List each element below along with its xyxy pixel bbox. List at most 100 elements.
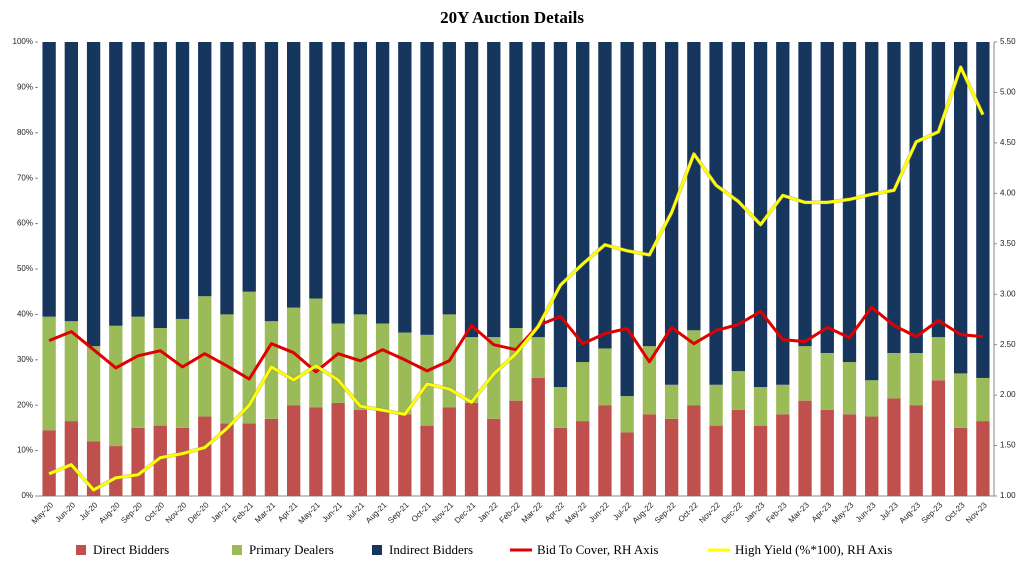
bar-segment xyxy=(820,409,834,496)
bar-segment xyxy=(820,352,834,410)
bar-segment xyxy=(398,332,412,415)
bar-segment xyxy=(576,42,590,363)
y-tick-label: 80% xyxy=(17,128,33,137)
line xyxy=(48,305,984,381)
bar-segment xyxy=(131,427,145,496)
legend-label: Bid To Cover, RH Axis xyxy=(537,542,658,557)
bar-segment xyxy=(976,421,990,496)
bar-segment xyxy=(931,42,946,338)
bar-segment xyxy=(86,42,101,347)
bar-segment xyxy=(198,416,212,496)
bar-segment xyxy=(353,409,368,496)
bar-segment xyxy=(931,380,946,496)
bar-segment xyxy=(242,291,256,424)
bar-segment xyxy=(131,316,145,428)
bar-segment xyxy=(598,405,612,496)
bar-segment xyxy=(865,416,879,496)
bar-segment xyxy=(709,42,723,385)
bar-segment xyxy=(798,400,812,496)
bar-segment xyxy=(42,42,56,317)
bar-segment xyxy=(109,446,123,496)
bar-segment xyxy=(375,409,390,496)
bar-segment xyxy=(531,337,545,378)
y-tick-label: 70% xyxy=(17,173,33,182)
bar-segment xyxy=(464,42,479,338)
bar-segment xyxy=(175,42,190,319)
y-tick-label: 40% xyxy=(17,310,33,319)
bar-segment xyxy=(509,42,523,329)
bar-segment xyxy=(909,352,923,406)
bar-segment xyxy=(620,432,634,496)
bar-segment xyxy=(398,414,412,496)
bar-segment xyxy=(887,42,901,353)
bar-segment xyxy=(953,373,968,428)
bar-segment xyxy=(887,398,901,496)
y2-tick-label: 5.50 xyxy=(1000,37,1016,46)
bar-segment xyxy=(42,316,56,431)
bar-segment xyxy=(220,314,234,424)
bar-segment xyxy=(598,42,612,349)
legend-swatch xyxy=(76,545,86,555)
y2-tick-label: 4.50 xyxy=(1000,138,1016,147)
bar-segment xyxy=(776,42,790,385)
bar-segment xyxy=(464,402,479,496)
legend-label: Direct Bidders xyxy=(93,542,169,557)
bar-segment xyxy=(709,384,723,426)
bar-segment xyxy=(553,387,568,428)
bar-segment xyxy=(576,362,590,422)
y-tick-label: 60% xyxy=(17,219,33,228)
bar-segment xyxy=(598,348,612,406)
bar-segment xyxy=(487,337,501,419)
y-tick-label: 50% xyxy=(17,264,33,273)
bar-segment xyxy=(64,42,79,322)
bar-segment xyxy=(531,42,545,338)
bar-segment xyxy=(687,405,701,496)
bar-segment xyxy=(664,384,679,419)
bar-segment xyxy=(620,396,634,433)
bar-segment xyxy=(86,346,101,442)
bar-segment xyxy=(753,387,768,426)
y2-tick-label: 2.50 xyxy=(1000,340,1016,349)
bar-segment xyxy=(309,298,323,408)
bar-segment xyxy=(776,414,790,496)
y-tick-label: 10% xyxy=(17,446,33,455)
bar-segment xyxy=(487,42,501,338)
bar-segment xyxy=(109,325,123,447)
bar-segment xyxy=(753,425,768,496)
bar-segment xyxy=(220,423,234,496)
bar-segment xyxy=(331,323,345,403)
y2-tick-label: 4.00 xyxy=(1000,188,1016,197)
y2-tick-label: 3.50 xyxy=(1000,239,1016,248)
bar-segment xyxy=(820,42,834,353)
bar-segment xyxy=(865,380,879,417)
bar-segment xyxy=(509,328,523,401)
bar-segment xyxy=(842,42,857,363)
bar-segment xyxy=(909,405,923,496)
bar-segment xyxy=(709,425,723,496)
bar-segment xyxy=(442,407,456,496)
bar-segment xyxy=(287,405,301,496)
bar-segment xyxy=(309,42,323,299)
bar-segment xyxy=(976,42,990,378)
bar-segment xyxy=(220,42,234,315)
y-tick-label: 100% xyxy=(13,37,33,46)
bar-segment xyxy=(509,400,523,496)
bar-segment xyxy=(153,425,167,496)
bar-segment xyxy=(198,296,212,417)
bar-segment xyxy=(64,421,79,496)
bar-segment xyxy=(109,42,123,326)
bar-segment xyxy=(776,384,790,415)
bar-segment xyxy=(798,346,812,401)
bar-segment xyxy=(309,407,323,496)
bar-segment xyxy=(153,42,167,329)
y-tick-label: 20% xyxy=(17,400,33,409)
bar-segment xyxy=(842,414,857,496)
bar-segment xyxy=(398,42,412,333)
bar-segment xyxy=(953,42,968,374)
bar-segment xyxy=(620,42,634,397)
bar-segment xyxy=(464,337,479,403)
chart-title: 20Y Auction Details xyxy=(440,8,584,27)
bar-segment xyxy=(865,42,879,381)
bar-segment xyxy=(331,42,345,324)
bar-segment xyxy=(642,42,657,347)
